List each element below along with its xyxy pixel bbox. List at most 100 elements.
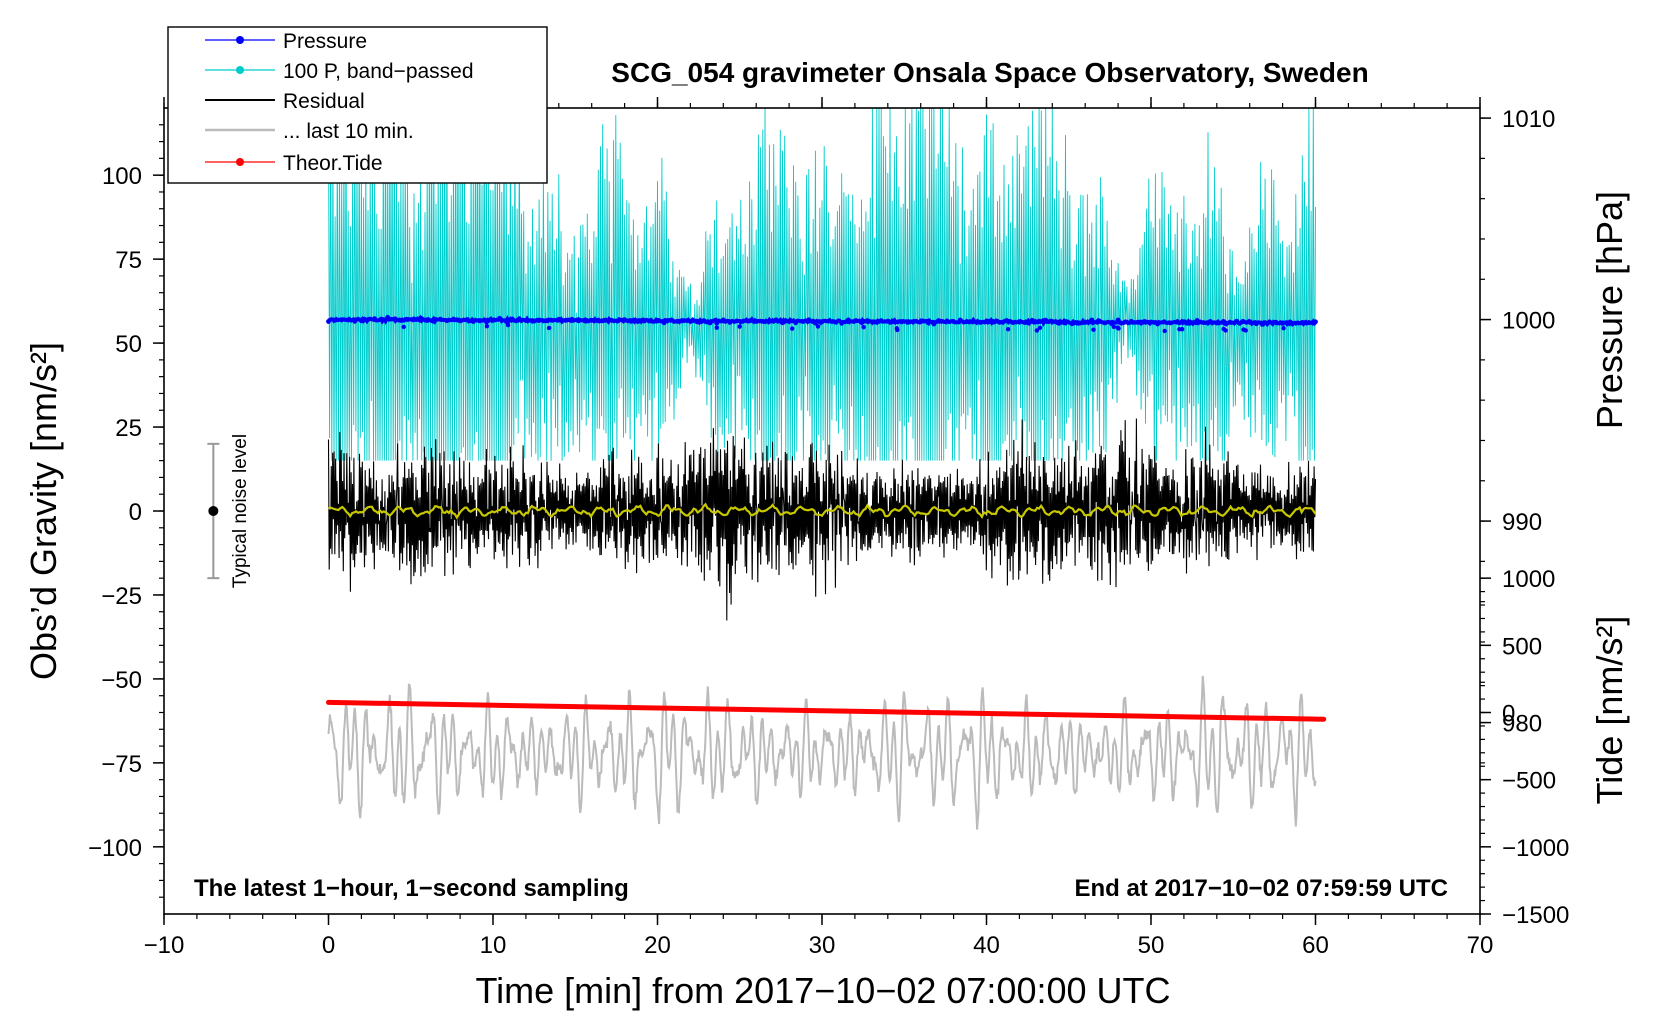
pressure-point (609, 317, 614, 323)
pressure-point (694, 319, 700, 325)
legend-marker-tide (236, 158, 244, 166)
pressure-point (431, 316, 437, 322)
pressure-point (885, 318, 891, 324)
pressure-point (582, 318, 588, 324)
pressure-point (589, 318, 595, 323)
pressure-outlier-point (505, 322, 511, 328)
pressure-point (832, 319, 838, 325)
pressure-point (1043, 317, 1049, 323)
pressure-point (451, 316, 456, 322)
pressure-point (543, 318, 548, 324)
series-residual (327, 418, 1317, 621)
y-tick-label: 75 (115, 247, 142, 274)
annotation-left: The latest 1−hour, 1−second sampling (194, 875, 629, 902)
pressure-point (964, 319, 970, 324)
pressure-point (786, 319, 792, 324)
x-tick-label: 0 (322, 932, 335, 959)
tide-tick-label: −500 (1502, 768, 1556, 795)
noise-indicator: Typical noise level (207, 434, 251, 588)
pressure-point (918, 319, 924, 324)
pressure-point (556, 316, 562, 322)
noise-label: Typical noise level (230, 434, 251, 588)
pressure-point (1148, 319, 1154, 325)
legend-label-tide: Theor.Tide (283, 152, 383, 175)
pressure-point (464, 317, 470, 323)
left-axis-title: Obs’d Gravity [nm/s²] (23, 342, 64, 680)
pressure-point (727, 320, 733, 325)
pressure-outlier-point (1281, 326, 1286, 331)
pressure-point (701, 318, 706, 323)
pressure-point (852, 318, 858, 324)
tide-tick-label: 0 (1502, 701, 1515, 728)
pressure-point (924, 318, 930, 324)
pressure-point (385, 314, 391, 320)
x-tick-label: 20 (644, 932, 671, 959)
x-tick-label: 30 (809, 932, 836, 959)
pressure-point (707, 320, 713, 326)
pressure-outlier-point (1005, 327, 1011, 332)
pressure-outlier-point (1111, 324, 1117, 329)
pressure-point (1010, 320, 1016, 325)
residual-line (327, 418, 1317, 621)
pressure-point (622, 317, 627, 323)
pressure-point (938, 318, 943, 324)
pressure-point (1056, 320, 1062, 326)
y-tick-label: −100 (88, 835, 142, 862)
pressure-point (1227, 319, 1233, 325)
pressure-point (1247, 319, 1253, 325)
pressure-point (1260, 321, 1266, 327)
pressure-point (1003, 318, 1009, 323)
x-tick-label: 40 (973, 932, 1000, 959)
pressure-tick-label: 1010 (1502, 106, 1555, 133)
pressure-point (365, 317, 371, 322)
pressure-point (345, 317, 351, 323)
pressure-point (1049, 319, 1055, 324)
pressure-point (1017, 319, 1022, 324)
pressure-point (1161, 319, 1167, 325)
series-pressure (326, 314, 1318, 334)
pressure-point (931, 321, 937, 327)
legend-item-pressure: Pressure (205, 30, 367, 53)
pressure-point (372, 316, 377, 321)
pressure-point (1253, 321, 1259, 327)
y-tick-label: −75 (101, 751, 142, 778)
pressure-point (773, 317, 779, 323)
pressure-point (878, 318, 884, 323)
pressure-point (1267, 319, 1272, 325)
pressure-point (641, 318, 647, 324)
pressure-point (898, 319, 904, 325)
pressure-point (1234, 318, 1239, 324)
legend-item-bandpassed: 100 P, band−passed (205, 60, 474, 83)
pressure-point (470, 319, 476, 324)
tide-tick-label: 1000 (1502, 566, 1555, 593)
pressure-point (799, 318, 805, 324)
pressure-outlier-point (546, 325, 552, 331)
pressure-point (767, 318, 772, 324)
tide-tick-label: 500 (1502, 633, 1542, 660)
pressure-point (1128, 318, 1134, 324)
pressure-point (1306, 320, 1312, 326)
pressure-point (490, 317, 496, 323)
pressure-point (444, 318, 450, 324)
pressure-point (438, 316, 443, 322)
pressure-point (892, 318, 897, 324)
annotation-right: End at 2017−10−02 07:59:59 UTC (1074, 875, 1448, 902)
pressure-point (681, 318, 687, 323)
pressure-point (510, 317, 516, 322)
pressure-point (1030, 318, 1035, 323)
y-tick-label: 100 (102, 163, 142, 190)
pressure-point (595, 317, 601, 323)
pressure-point (576, 318, 581, 324)
pressure-outlier-point (790, 326, 795, 331)
pressure-point (602, 317, 608, 323)
pressure-point (648, 318, 654, 324)
legend-marker-pressure (236, 36, 244, 44)
pressure-point (1115, 317, 1121, 323)
legend-label-last10: ... last 10 min. (283, 120, 414, 143)
pressure-point (720, 317, 726, 323)
pressure-point (1214, 320, 1220, 326)
pressure-point (753, 319, 759, 324)
pressure-point (332, 317, 338, 323)
legend-label-pressure: Pressure (283, 30, 367, 53)
